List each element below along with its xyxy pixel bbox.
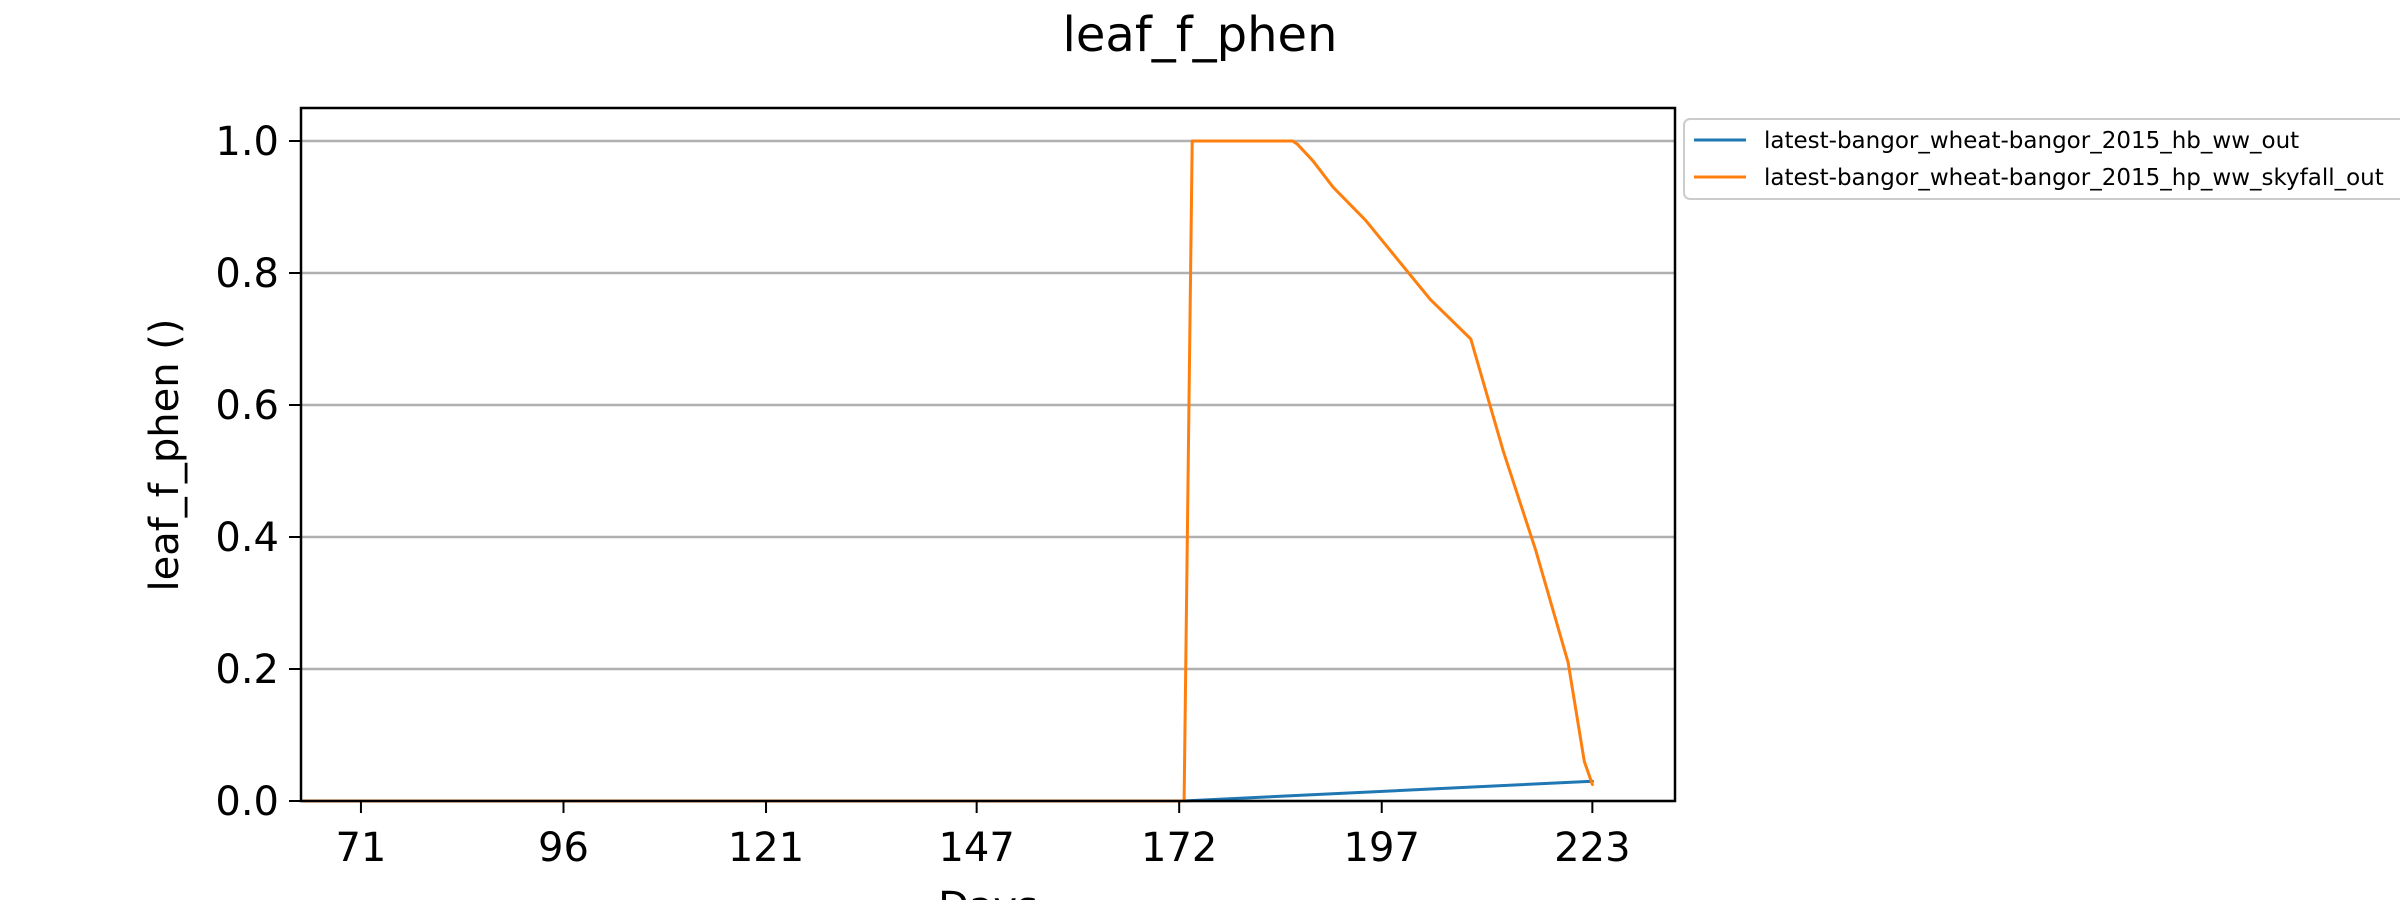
legend-label-hb-ww-out: latest-bangor_wheat-bangor_2015_hb_ww_ou…: [1764, 128, 2299, 154]
x-tick-label: 197: [1344, 825, 1420, 871]
series-line-0: [302, 779, 1594, 803]
y-tick-label: 0.2: [215, 647, 279, 693]
x-axis: 71 96 121 147 172 197 223: [335, 801, 1631, 871]
legend-label-hp-ww-skyfall-out: latest-bangor_wheat-bangor_2015_hp_ww_sk…: [1764, 165, 2384, 191]
legend: latest-bangor_wheat-bangor_2015_hb_ww_ou…: [1683, 118, 2400, 200]
chart-title: leaf_f_phen: [1063, 7, 1338, 63]
x-axis-label: Days: [938, 884, 1038, 900]
y-tick-label: 1.0: [215, 119, 279, 165]
plot-frame: [299, 106, 1677, 803]
grid-layer: [301, 139, 1675, 803]
x-tick-label: 223: [1554, 825, 1630, 871]
y-axis-label: leaf_f_phen (): [142, 318, 188, 591]
y-axis: 0.0 0.2 0.4 0.6 0.8 1.0: [215, 119, 301, 825]
y-tick-label: 0.0: [215, 779, 279, 825]
x-tick-label: 96: [538, 825, 589, 871]
x-tick-label: 172: [1141, 825, 1217, 871]
series-line-1: [302, 139, 1594, 803]
y-tick-label: 0.4: [215, 515, 279, 561]
y-tick-label: 0.8: [215, 251, 279, 297]
x-tick-label: 71: [335, 825, 386, 871]
x-tick-label: 147: [938, 825, 1014, 871]
legend-frame: [1683, 118, 2400, 200]
y-tick-label: 0.6: [215, 383, 279, 429]
x-tick-label: 121: [728, 825, 804, 871]
series-layer: [302, 139, 1594, 803]
